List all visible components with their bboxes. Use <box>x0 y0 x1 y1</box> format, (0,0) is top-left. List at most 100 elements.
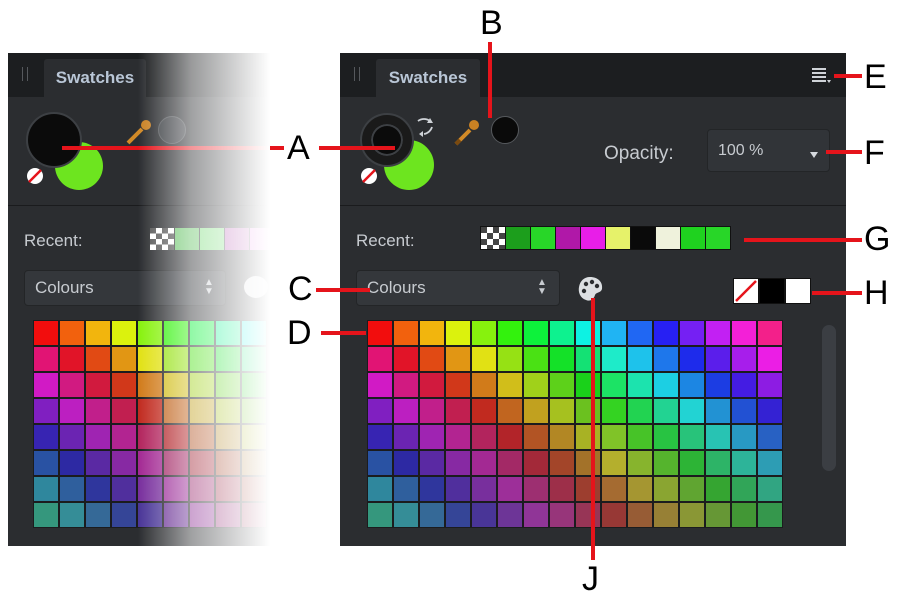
color-swatch[interactable] <box>472 321 496 345</box>
color-swatch[interactable] <box>242 347 266 371</box>
color-swatch[interactable] <box>446 399 470 423</box>
tab-swatches[interactable]: Swatches <box>44 59 146 97</box>
color-swatch[interactable] <box>654 477 678 501</box>
color-swatch[interactable] <box>524 503 548 527</box>
recent-swatch[interactable] <box>556 227 580 249</box>
color-swatch[interactable] <box>216 347 240 371</box>
color-swatch[interactable] <box>680 373 704 397</box>
color-swatch[interactable] <box>368 425 392 449</box>
recent-swatch[interactable] <box>606 227 630 249</box>
color-swatch[interactable] <box>112 373 136 397</box>
color-swatch[interactable] <box>190 451 214 475</box>
swap-colors-icon[interactable] <box>414 115 436 137</box>
opacity-dropdown-arrow-icon[interactable] <box>809 146 819 158</box>
color-swatch[interactable] <box>60 503 84 527</box>
color-swatch[interactable] <box>706 477 730 501</box>
color-swatch[interactable] <box>368 373 392 397</box>
color-swatch[interactable] <box>420 347 444 371</box>
color-swatch[interactable] <box>216 373 240 397</box>
color-swatch[interactable] <box>680 477 704 501</box>
color-swatch[interactable] <box>34 451 58 475</box>
color-swatch[interactable] <box>706 399 730 423</box>
color-swatch[interactable] <box>498 399 522 423</box>
color-swatch[interactable] <box>524 399 548 423</box>
swatch[interactable] <box>175 228 199 250</box>
color-swatch[interactable] <box>758 425 782 449</box>
color-swatch[interactable] <box>628 503 652 527</box>
color-swatch[interactable] <box>654 321 678 345</box>
color-swatch[interactable] <box>498 321 522 345</box>
color-swatch[interactable] <box>602 425 626 449</box>
color-swatch[interactable] <box>602 503 626 527</box>
color-swatch[interactable] <box>112 503 136 527</box>
color-swatch[interactable] <box>628 321 652 345</box>
color-swatch[interactable] <box>86 477 110 501</box>
color-swatch[interactable] <box>34 399 58 423</box>
color-swatch[interactable] <box>706 321 730 345</box>
palette-select[interactable]: Colours <box>24 270 226 306</box>
color-swatch[interactable] <box>446 373 470 397</box>
color-swatch[interactable] <box>628 425 652 449</box>
color-swatch[interactable] <box>680 503 704 527</box>
color-swatch[interactable] <box>216 425 240 449</box>
black-swatch[interactable] <box>760 279 784 303</box>
color-swatch[interactable] <box>242 321 266 345</box>
color-swatch[interactable] <box>628 399 652 423</box>
color-swatch[interactable] <box>86 425 110 449</box>
color-swatch[interactable] <box>550 425 574 449</box>
color-swatch[interactable] <box>472 347 496 371</box>
panel-grip-icon[interactable] <box>354 67 360 81</box>
swatch[interactable] <box>150 228 174 250</box>
color-swatch[interactable] <box>680 321 704 345</box>
color-swatch[interactable] <box>654 399 678 423</box>
color-swatch[interactable] <box>576 477 600 501</box>
color-swatch[interactable] <box>706 503 730 527</box>
color-swatch[interactable] <box>394 399 418 423</box>
no-color-icon[interactable] <box>360 167 378 185</box>
color-swatch[interactable] <box>498 477 522 501</box>
color-swatch[interactable] <box>86 451 110 475</box>
recent-swatch[interactable] <box>506 227 530 249</box>
eyedropper-icon[interactable] <box>452 117 482 147</box>
color-swatch[interactable] <box>706 425 730 449</box>
color-swatch[interactable] <box>654 347 678 371</box>
color-swatch[interactable] <box>654 503 678 527</box>
color-swatch[interactable] <box>732 321 756 345</box>
color-swatch[interactable] <box>138 373 162 397</box>
color-swatch[interactable] <box>138 399 162 423</box>
color-swatch[interactable] <box>420 477 444 501</box>
color-swatch[interactable] <box>60 347 84 371</box>
color-swatch[interactable] <box>680 425 704 449</box>
color-swatch[interactable] <box>628 477 652 501</box>
palette-icon[interactable] <box>576 275 604 303</box>
color-swatch[interactable] <box>216 399 240 423</box>
color-swatch[interactable] <box>394 347 418 371</box>
no-color-icon[interactable] <box>26 167 44 185</box>
recent-swatch[interactable] <box>481 227 505 249</box>
color-swatch[interactable] <box>498 503 522 527</box>
color-swatch[interactable] <box>758 399 782 423</box>
palette-icon[interactable] <box>242 273 270 301</box>
color-swatch[interactable] <box>446 425 470 449</box>
color-swatch[interactable] <box>394 503 418 527</box>
color-swatch[interactable] <box>34 321 58 345</box>
recent-swatch[interactable] <box>581 227 605 249</box>
color-swatch[interactable] <box>680 451 704 475</box>
swatch[interactable] <box>225 228 249 250</box>
color-swatch[interactable] <box>758 503 782 527</box>
color-swatch[interactable] <box>138 451 162 475</box>
color-swatch[interactable] <box>242 399 266 423</box>
color-swatch[interactable] <box>394 425 418 449</box>
color-swatch[interactable] <box>706 347 730 371</box>
color-swatch[interactable] <box>368 503 392 527</box>
color-swatch[interactable] <box>190 425 214 449</box>
color-swatch[interactable] <box>550 451 574 475</box>
color-swatch[interactable] <box>242 477 266 501</box>
stroke-color-circle[interactable] <box>362 115 412 165</box>
color-swatch[interactable] <box>472 451 496 475</box>
palette-select[interactable]: Colours <box>356 270 560 306</box>
color-swatch[interactable] <box>394 321 418 345</box>
color-swatch[interactable] <box>602 321 626 345</box>
color-swatch[interactable] <box>472 425 496 449</box>
color-swatch[interactable] <box>732 425 756 449</box>
